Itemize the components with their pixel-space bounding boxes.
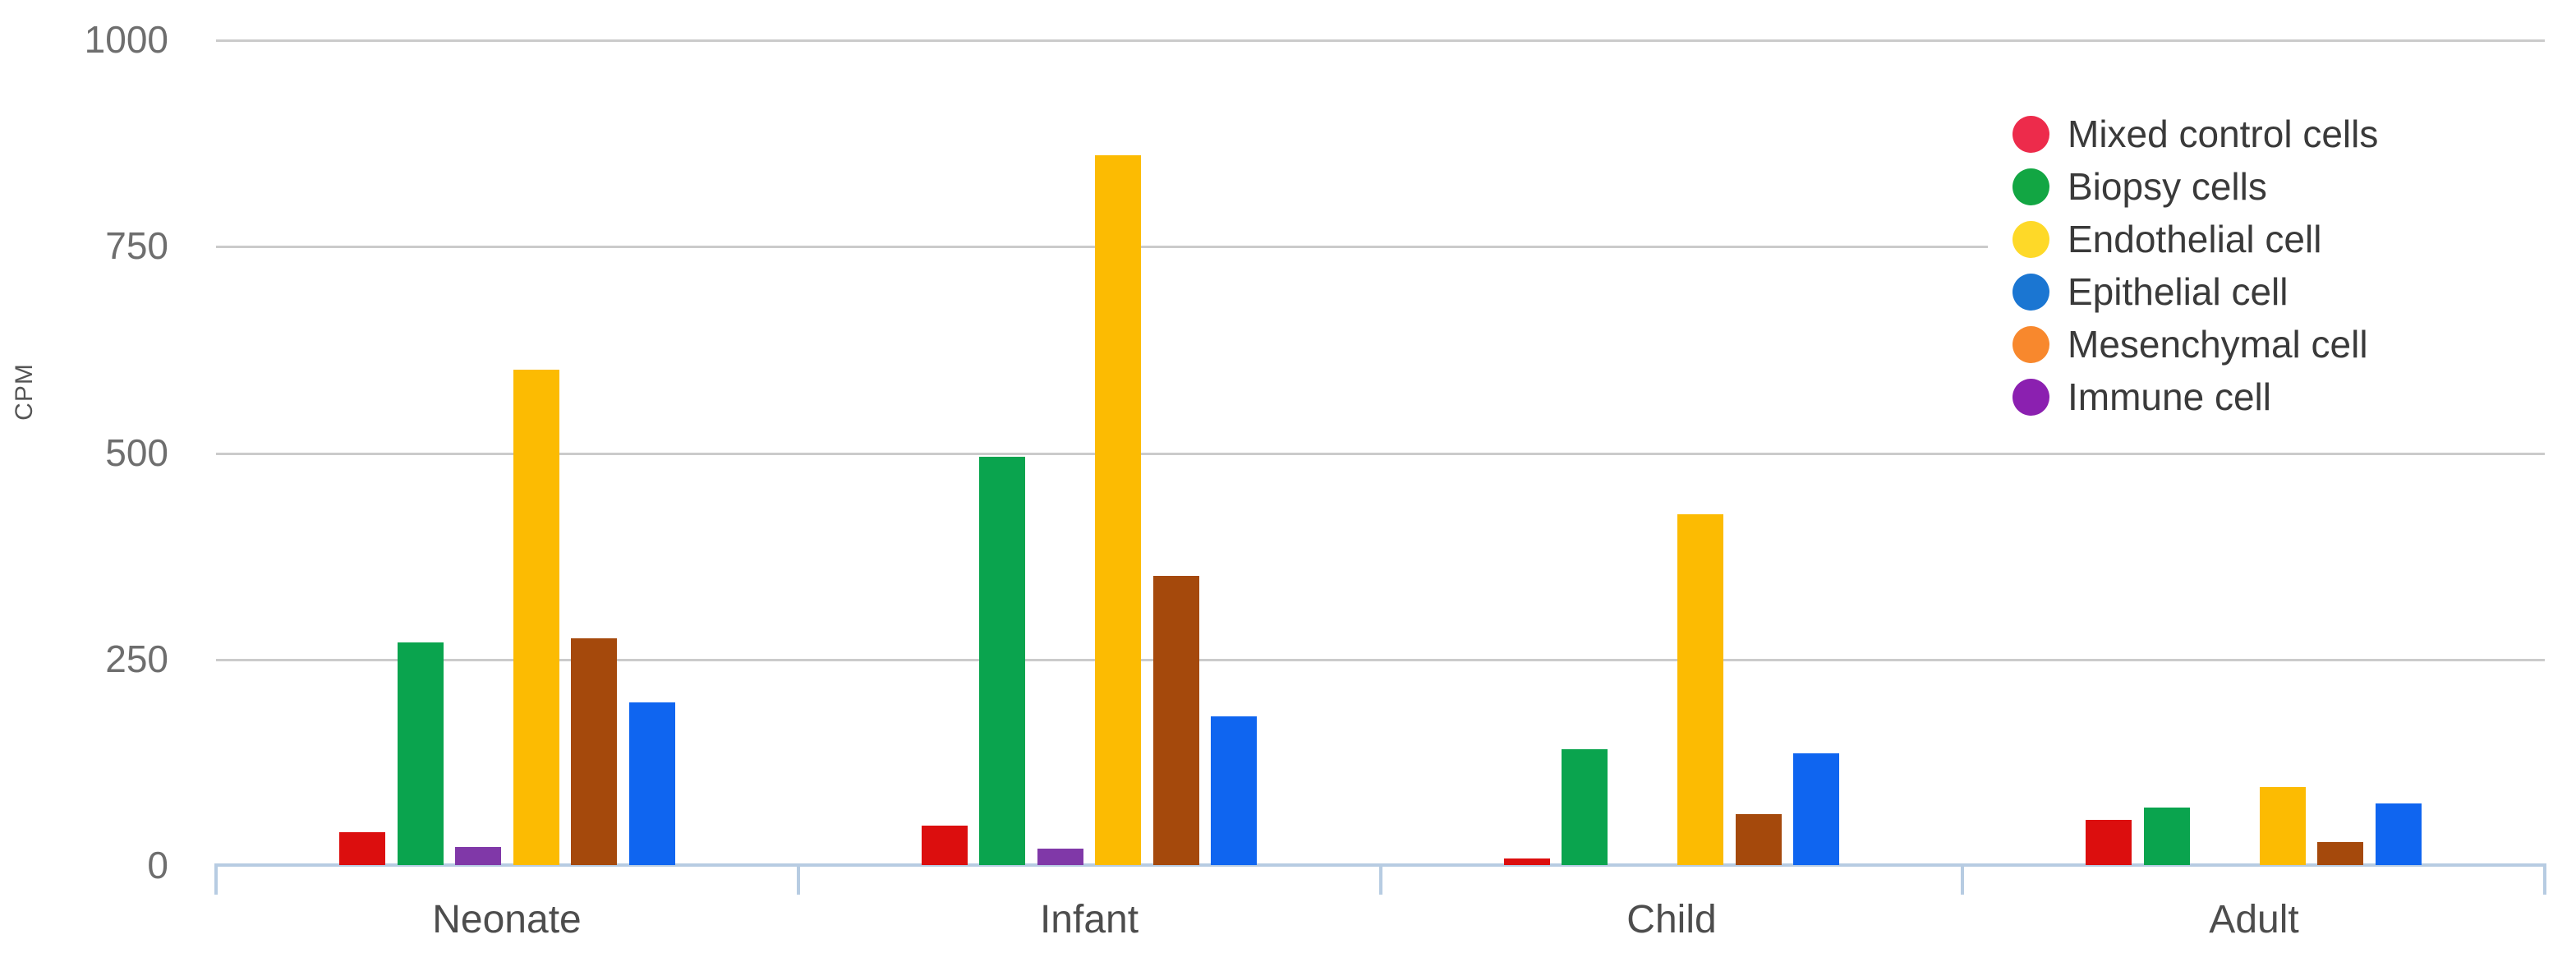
y-tick-label-1000: 1000 bbox=[84, 18, 168, 61]
x-axis-boundary-tick bbox=[1379, 863, 1382, 895]
bar-infant-epithelial-cell[interactable] bbox=[1211, 716, 1257, 865]
bar-adult-epithelial-cell[interactable] bbox=[2376, 803, 2422, 865]
legend-label: Epithelial cell bbox=[2068, 270, 2288, 313]
y-gridline-750 bbox=[216, 246, 2545, 248]
x-category-label-child: Child bbox=[1626, 898, 1717, 941]
bar-child-mixed-control-cells[interactable] bbox=[1504, 858, 1550, 865]
y-tick-label-0: 0 bbox=[147, 844, 168, 886]
y-gridline-250 bbox=[216, 659, 2545, 661]
legend-color-dot-icon bbox=[2012, 168, 2049, 205]
x-category-label-adult: Adult bbox=[2209, 898, 2299, 941]
legend-color-dot-icon bbox=[2012, 378, 2049, 416]
legend-item-endothelial-cell: Endothelial cell bbox=[2012, 213, 2567, 265]
x-axis-boundary-tick bbox=[214, 863, 218, 895]
legend-color-dot-icon bbox=[2012, 220, 2049, 258]
y-gridline-1000 bbox=[216, 39, 2545, 42]
legend-label: Biopsy cells bbox=[2068, 165, 2267, 208]
y-tick-label-750: 750 bbox=[105, 224, 168, 267]
chart-legend: Mixed control cells Biopsy cells Endotheli… bbox=[1988, 97, 2567, 433]
y-tick-label-250: 250 bbox=[105, 637, 168, 680]
bar-infant-mesenchymal-cell[interactable] bbox=[1153, 576, 1199, 865]
y-tick-label-500: 500 bbox=[105, 431, 168, 474]
bar-neonate-immune-cell[interactable] bbox=[455, 847, 501, 865]
bar-child-biopsy-cells[interactable] bbox=[1562, 749, 1608, 865]
bar-infant-immune-cell[interactable] bbox=[1037, 849, 1083, 865]
bar-child-epithelial-cell[interactable] bbox=[1793, 753, 1839, 865]
legend-item-epithelial-cell: Epithelial cell bbox=[2012, 265, 2567, 318]
legend-label: Endothelial cell bbox=[2068, 218, 2322, 260]
legend-color-dot-icon bbox=[2012, 115, 2049, 153]
y-gridline-500 bbox=[216, 453, 2545, 455]
legend-item-biopsy-cells: Biopsy cells bbox=[2012, 160, 2567, 213]
bar-adult-mesenchymal-cell[interactable] bbox=[2317, 842, 2363, 865]
bar-child-endothelial-cell[interactable] bbox=[1677, 514, 1723, 865]
bar-neonate-epithelial-cell[interactable] bbox=[629, 702, 675, 865]
bar-neonate-endothelial-cell[interactable] bbox=[513, 370, 559, 865]
legend-color-dot-icon bbox=[2012, 325, 2049, 363]
legend-label: Mixed control cells bbox=[2068, 113, 2379, 155]
bar-neonate-mixed-control-cells[interactable] bbox=[339, 832, 385, 865]
bar-neonate-biopsy-cells[interactable] bbox=[398, 642, 444, 865]
bar-adult-biopsy-cells[interactable] bbox=[2144, 808, 2190, 865]
y-axis-title: CPM bbox=[11, 363, 38, 421]
bar-neonate-mesenchymal-cell[interactable] bbox=[571, 638, 617, 865]
x-axis-boundary-tick bbox=[1961, 863, 1964, 895]
x-axis-boundary-tick bbox=[2543, 863, 2546, 895]
bar-infant-biopsy-cells[interactable] bbox=[979, 457, 1025, 865]
x-axis-boundary-tick bbox=[797, 863, 800, 895]
bar-adult-endothelial-cell[interactable] bbox=[2260, 787, 2306, 865]
legend-label: Immune cell bbox=[2068, 375, 2271, 418]
bar-adult-mixed-control-cells[interactable] bbox=[2086, 820, 2132, 865]
legend-item-mesenchymal-cell: Mesenchymal cell bbox=[2012, 318, 2567, 371]
legend-item-immune-cell: Immune cell bbox=[2012, 371, 2567, 423]
legend-color-dot-icon bbox=[2012, 273, 2049, 311]
x-category-label-infant: Infant bbox=[1039, 898, 1139, 941]
bar-infant-mixed-control-cells[interactable] bbox=[922, 826, 968, 865]
bar-infant-endothelial-cell[interactable] bbox=[1095, 155, 1141, 865]
bar-child-mesenchymal-cell[interactable] bbox=[1736, 814, 1782, 865]
x-category-label-neonate: Neonate bbox=[432, 898, 582, 941]
legend-label: Mesenchymal cell bbox=[2068, 323, 2368, 366]
legend-item-mixed-control-cells: Mixed control cells bbox=[2012, 108, 2567, 160]
